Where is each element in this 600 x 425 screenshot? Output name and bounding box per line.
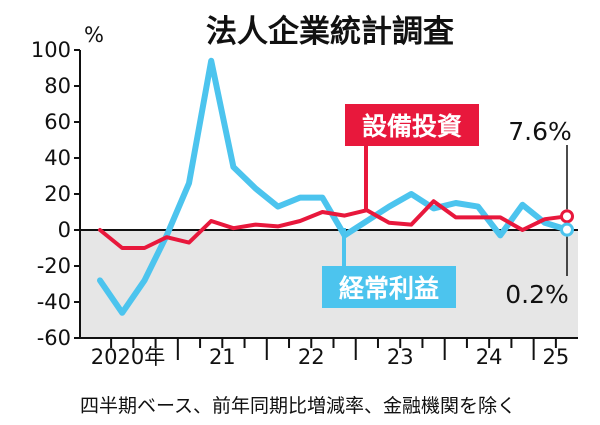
footnote: 四半期ベース、前年同期比増減率、金融機関を除く (80, 395, 516, 417)
capex-end-label: 7.6% (508, 117, 572, 146)
y-tick-label: -20 (37, 254, 71, 278)
y-axis-unit: % (84, 23, 104, 47)
chart-title: 法人企業統計調査 (206, 14, 454, 50)
y-tick-label: -60 (37, 326, 71, 350)
y-tick-label: 20 (44, 182, 71, 206)
x-tick-label: 21 (209, 345, 236, 369)
y-tick-label: -40 (37, 290, 71, 314)
x-tick-label: 24 (476, 345, 503, 369)
series-line-capex (98, 199, 569, 250)
x-tick-label: 2020年 (91, 345, 165, 369)
y-tick-label: 60 (44, 110, 71, 134)
profit-legend-label: 経常利益 (339, 274, 439, 303)
profit-end-label: 0.2% (505, 280, 569, 309)
y-tick-label: 0 (58, 218, 71, 242)
x-tick-label: 22 (298, 345, 325, 369)
x-tick-label: 25 (543, 345, 570, 369)
y-tick-label: 40 (44, 146, 71, 170)
profit-label-box (322, 266, 456, 308)
y-tick-label: 100 (31, 38, 71, 62)
series-line-profit (97, 57, 570, 316)
x-tick-label: 23 (387, 345, 414, 369)
capex-label-box (345, 104, 479, 146)
profit-end-marker (560, 222, 574, 237)
y-tick-label: 80 (44, 74, 71, 98)
capex-end-marker (560, 209, 574, 224)
capex-legend-label: 設備投資 (362, 112, 462, 141)
